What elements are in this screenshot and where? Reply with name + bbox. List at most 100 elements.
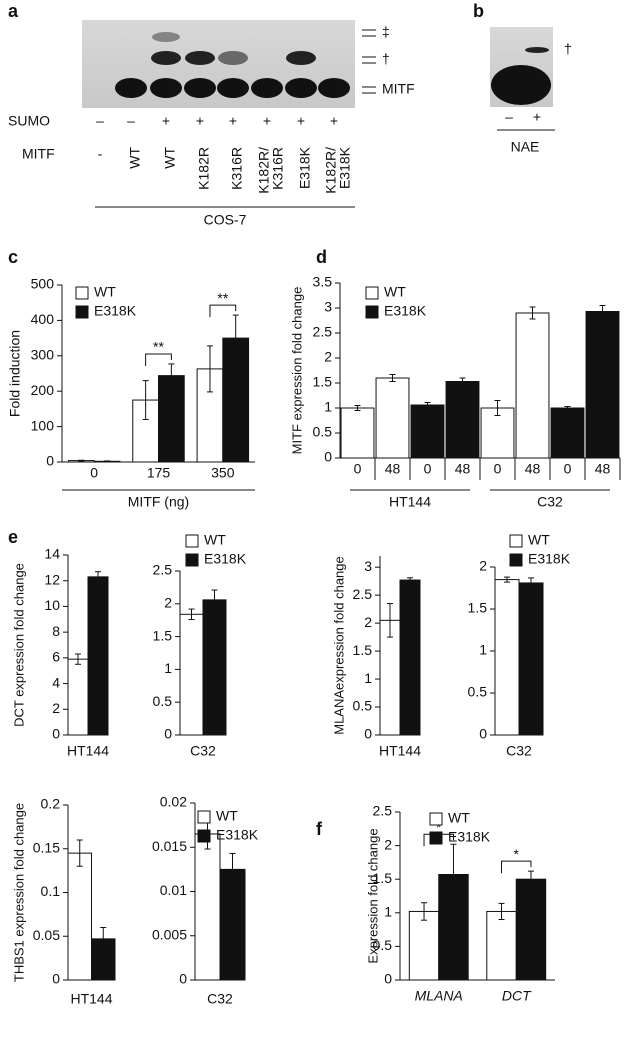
lane-label: K182R/ [323, 147, 339, 194]
cell-line: COS-7 [204, 212, 247, 228]
bar [132, 399, 159, 463]
y-tick-label: 2.5 [373, 803, 393, 819]
y-axis-label: Fold induction [7, 330, 23, 417]
bar [202, 599, 227, 736]
lane-label: + [229, 113, 237, 129]
significance-label: ** [217, 290, 228, 306]
x-tick-label: HT144 [379, 743, 421, 759]
band [285, 78, 317, 98]
legend-label: E318K [384, 303, 427, 319]
x-tick-label: 175 [147, 465, 171, 481]
legend-label: E318K [94, 303, 137, 319]
y-tick-label: 2 [324, 349, 332, 365]
y-tick-label: 0 [364, 726, 372, 742]
lane-label: – [96, 113, 104, 129]
lane-label: WT [162, 147, 178, 169]
y-tick-label: 2.5 [313, 324, 333, 340]
y-tick-label: 1.5 [353, 642, 373, 658]
band [115, 78, 147, 98]
y-tick-label: 12 [44, 571, 60, 587]
x-tick-label: 48 [455, 461, 471, 477]
x-tick-label: 48 [595, 461, 611, 477]
y-tick-label: 1 [384, 904, 392, 920]
y-axis-label: MITF expression fold change [289, 287, 304, 455]
bar [179, 613, 204, 736]
bar [494, 579, 520, 736]
band [251, 78, 283, 98]
legend-label: WT [528, 532, 550, 548]
band [525, 47, 549, 53]
bar [194, 833, 221, 981]
panel-label: a [8, 1, 19, 21]
panel-label: c [8, 247, 18, 267]
legend-swatch [429, 831, 443, 845]
legend-label: E318K [216, 827, 259, 843]
panel-label: b [473, 1, 484, 21]
x-tick-label: C32 [506, 743, 532, 759]
y-tick-label: 1 [479, 642, 487, 658]
bar [67, 658, 89, 736]
y-tick-label: 1.5 [373, 870, 393, 886]
row-label: MITF [22, 146, 55, 162]
y-tick-label: 2 [384, 836, 392, 852]
lane-label: + [297, 113, 305, 129]
x-tick-label: HT144 [70, 991, 112, 1007]
x-tick-label: C32 [190, 743, 216, 759]
y-tick-label: 0.5 [313, 424, 333, 440]
y-tick-label: 2 [479, 558, 487, 574]
y-tick-label: 8 [52, 623, 60, 639]
legend-label: WT [448, 810, 470, 826]
significance-bracket [209, 304, 237, 318]
significance-bracket [145, 353, 172, 366]
y-tick-label: 0.5 [373, 937, 393, 953]
y-tick-label: 1 [364, 670, 372, 686]
bar [408, 910, 440, 981]
bar [87, 576, 109, 736]
legend-label: WT [384, 284, 406, 300]
y-tick-label: 500 [31, 276, 55, 292]
y-axis-label: MLANAexpression fold change [331, 556, 346, 735]
group-label: C32 [537, 494, 563, 510]
x-axis-label: MITF (ng) [128, 494, 189, 510]
y-axis-label: Expression fold change [365, 828, 380, 963]
legend-label: WT [94, 284, 116, 300]
bar [486, 910, 517, 981]
lane-label: K182R [196, 147, 212, 190]
y-tick-label: 0.5 [153, 693, 173, 709]
band [184, 78, 216, 98]
y-tick-label: 1 [164, 660, 172, 676]
bar [340, 407, 375, 459]
lane-label: + [263, 113, 271, 129]
bar [399, 579, 421, 736]
x-tick-label: 48 [525, 461, 541, 477]
lane-label: K316R [229, 147, 245, 190]
lane-label: WT [127, 147, 143, 169]
legend-label: WT [204, 532, 226, 548]
bar [219, 868, 246, 981]
legend-swatch [185, 534, 199, 548]
y-tick-label: 0 [52, 971, 60, 987]
bar [410, 404, 445, 459]
y-tick-label: 400 [31, 311, 55, 327]
band [185, 51, 215, 65]
y-tick-label: 100 [31, 417, 55, 433]
significance-bracket [501, 860, 532, 874]
lane-label: + [330, 113, 338, 129]
x-tick-label: 0 [424, 461, 432, 477]
x-tick-label: C32 [207, 991, 233, 1007]
y-tick-label: 1.5 [153, 627, 173, 643]
x-tick-label: 350 [211, 465, 235, 481]
bar [67, 852, 92, 981]
y-tick-label: 10 [44, 597, 60, 613]
bar [515, 878, 547, 981]
lane-label: - [98, 146, 103, 162]
y-tick-label: 0 [164, 726, 172, 742]
y-tick-label: 0.015 [152, 838, 187, 854]
band [491, 65, 551, 105]
y-tick-label: 3.5 [313, 274, 333, 290]
band-marker: † [564, 41, 572, 57]
lane-label: E318K [337, 146, 353, 189]
bar [585, 311, 620, 459]
band [151, 51, 181, 65]
